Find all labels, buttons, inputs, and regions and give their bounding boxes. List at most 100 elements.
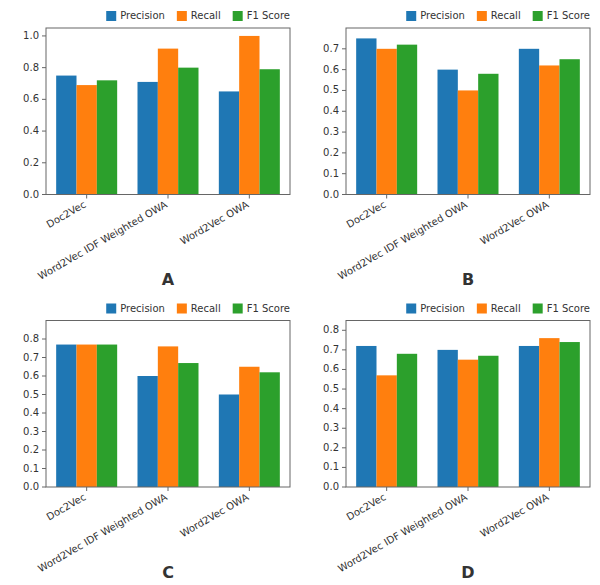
legend-item: Recall <box>477 303 521 314</box>
bar <box>138 82 158 195</box>
y-tick <box>42 339 46 340</box>
legend-item: Recall <box>177 10 221 21</box>
x-tick-label: Doc2Vec <box>45 199 88 230</box>
y-tick-label: 0.8 <box>323 324 339 335</box>
x-tick <box>468 195 469 199</box>
y-tick-label: 0.8 <box>23 333 39 344</box>
chart-figure: 0.00.20.40.60.81.0Doc2VecWord2Vec IDF We… <box>0 0 600 585</box>
y-tick <box>342 349 346 350</box>
bar <box>377 375 397 487</box>
legend-item: Precision <box>406 10 465 21</box>
y-tick <box>342 369 346 370</box>
y-tick-label: 0.7 <box>323 344 339 355</box>
panel-label: B <box>462 270 474 289</box>
y-tick <box>42 99 46 100</box>
bar <box>158 49 178 195</box>
legend-item: F1 Score <box>533 10 590 21</box>
legend-label: Precision <box>120 10 165 21</box>
legend-item: F1 Score <box>233 10 290 21</box>
x-tick-label: Word2Vec OWA <box>178 491 250 539</box>
bar <box>560 59 580 194</box>
bar <box>56 76 76 195</box>
bar <box>397 45 417 195</box>
legend-label: F1 Score <box>247 10 290 21</box>
y-tick <box>42 67 46 68</box>
bar <box>519 49 539 195</box>
bar <box>438 70 458 195</box>
legend: Precision Recall F1 Score <box>406 10 590 21</box>
legend-item: Precision <box>106 303 165 314</box>
y-tick <box>342 428 346 429</box>
legend-item: Recall <box>477 10 521 21</box>
panel-label: A <box>162 270 175 289</box>
legend-swatch <box>233 304 243 314</box>
y-tick <box>42 487 46 488</box>
bar <box>77 85 97 194</box>
bar <box>438 350 458 487</box>
bar <box>560 342 580 487</box>
legend-label: Precision <box>120 303 165 314</box>
legend-swatch <box>406 304 416 314</box>
y-tick <box>342 48 346 49</box>
bar <box>178 68 198 195</box>
x-tick <box>386 487 387 491</box>
bars <box>56 345 280 487</box>
panel: 0.00.10.20.30.40.50.60.7Doc2VecWord2Vec … <box>323 10 590 289</box>
bar <box>478 74 498 195</box>
legend-item: Precision <box>106 10 165 21</box>
legend-swatch <box>477 11 487 21</box>
y-tick <box>342 152 346 153</box>
x-tick <box>468 487 469 491</box>
bars <box>56 36 280 195</box>
y-tick-label: 0.1 <box>323 168 339 179</box>
panel: 0.00.10.20.30.40.50.60.70.8Doc2VecWord2V… <box>323 303 590 582</box>
y-tick <box>342 408 346 409</box>
bar <box>356 346 376 487</box>
y-tick-label: 0.6 <box>23 370 39 381</box>
legend-item: F1 Score <box>233 303 290 314</box>
y-tick <box>42 162 46 163</box>
bar <box>377 49 397 195</box>
legend-swatch <box>177 11 187 21</box>
bar <box>260 69 280 194</box>
legend-label: F1 Score <box>247 303 290 314</box>
legend: PrecisionRecallF1 Score <box>106 303 290 314</box>
x-tick-label: Word2Vec OWA <box>478 491 550 539</box>
x-tick <box>249 487 250 491</box>
y-tick <box>342 111 346 112</box>
y-tick <box>342 69 346 70</box>
plot-frame <box>346 28 590 195</box>
y-tick <box>42 194 46 195</box>
bar <box>97 345 117 487</box>
y-tick <box>42 35 46 36</box>
x-tick-label: Word2Vec IDF Weighted OWA <box>336 491 469 574</box>
legend-swatch <box>406 11 416 21</box>
y-tick-label: 0.4 <box>23 125 39 136</box>
bars <box>356 338 580 487</box>
bar <box>356 38 376 194</box>
y-tick <box>42 431 46 432</box>
y-tick-label: 0.2 <box>23 157 39 168</box>
y-tick-label: 0.2 <box>323 442 339 453</box>
x-tick-label: Word2Vec IDF Weighted OWA <box>36 199 169 282</box>
legend-label: F1 Score <box>547 303 590 314</box>
y-tick-label: 0.7 <box>23 352 39 363</box>
legend-label: Precision <box>420 10 465 21</box>
legend-label: Recall <box>191 10 221 21</box>
y-tick-label: 0.2 <box>23 444 39 455</box>
legend-swatch <box>533 304 543 314</box>
panel-label: C <box>162 563 174 582</box>
x-tick-label: Word2Vec OWA <box>478 199 550 247</box>
x-tick <box>249 195 250 199</box>
legend-label: Recall <box>491 303 521 314</box>
legend-swatch <box>233 11 243 21</box>
y-tick-label: 0.0 <box>23 481 39 492</box>
y-tick-label: 0.5 <box>323 383 339 394</box>
x-tick <box>549 195 550 199</box>
y-tick-label: 0.2 <box>323 147 339 158</box>
y-tick <box>342 173 346 174</box>
x-tick <box>549 487 550 491</box>
legend-swatch <box>533 11 543 21</box>
x-tick <box>168 195 169 199</box>
y-tick <box>342 467 346 468</box>
